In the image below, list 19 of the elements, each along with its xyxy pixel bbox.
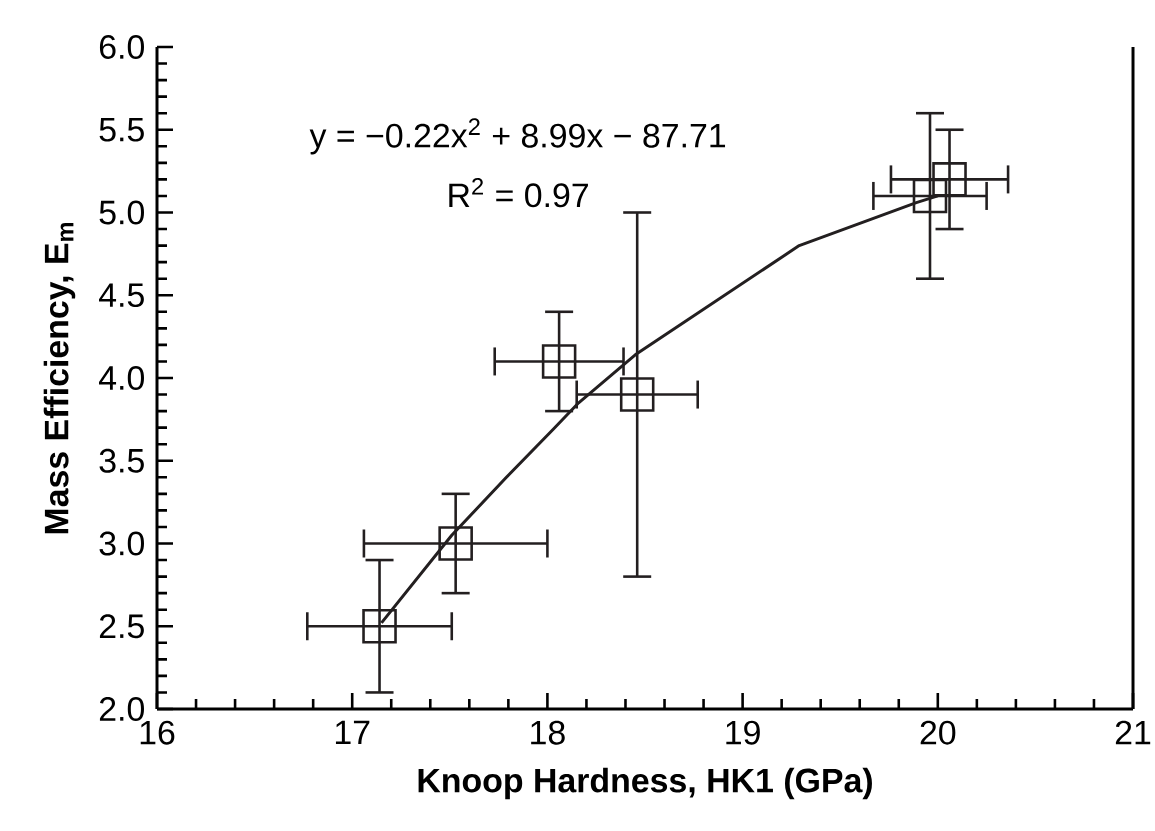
y-tick-label: 5.5 xyxy=(99,117,144,142)
y-tick-label: 4.0 xyxy=(99,366,144,390)
x-axis-title: Knoop Hardness, HK1 (GPa) xyxy=(418,767,872,800)
x-tick-label: 19 xyxy=(726,720,760,745)
x-tick-label: 16 xyxy=(140,720,175,745)
y-tick-label: 4.5 xyxy=(99,283,144,308)
annotation: y = −0.22x$^{2}$ + 8.99x − 87.71 xyxy=(309,118,726,155)
annotation: R$^{2}$ = 0.97 xyxy=(449,177,588,208)
y-tick-label: 2.0 xyxy=(99,697,144,721)
y-axis-title: Mass Efficiency, E$_{m}$ xyxy=(43,222,76,534)
y-tick-label: 3.0 xyxy=(99,531,144,556)
x-tick-label: 18 xyxy=(531,720,565,745)
y-tick-label: 2.5 xyxy=(99,614,144,639)
x-tick-label: 17 xyxy=(335,720,370,744)
x-tick-label: 21 xyxy=(1115,720,1151,745)
y-tick-label: 6.0 xyxy=(99,35,144,59)
y-tick-label: 5.0 xyxy=(99,200,144,225)
y-tick-label: 3.5 xyxy=(99,448,144,473)
x-tick-label: 20 xyxy=(920,720,956,745)
